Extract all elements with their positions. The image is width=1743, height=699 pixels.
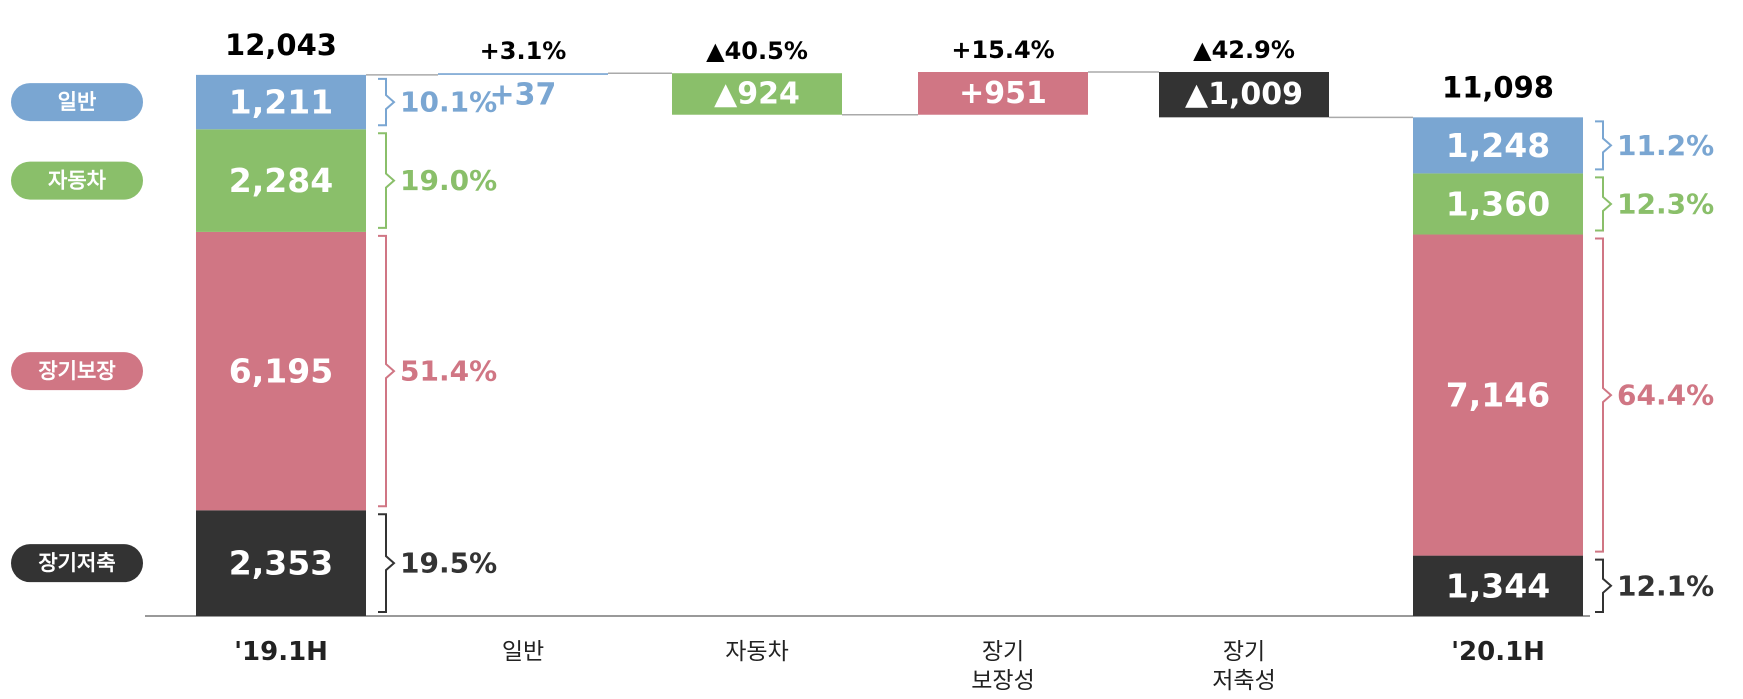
- change-pct-label: ▲42.9%: [1193, 36, 1295, 64]
- change-pct-label: +3.1%: [480, 37, 567, 65]
- bracket: [1595, 237, 1613, 553]
- change-label: ▲1,009: [1185, 77, 1303, 112]
- bracket: [1595, 120, 1613, 171]
- legend-pill: [11, 161, 143, 200]
- bracket: [378, 77, 396, 127]
- share-label: 19.0%: [400, 164, 497, 197]
- stack-segment: [1413, 555, 1583, 616]
- legend-pill: [11, 352, 143, 391]
- total-label: 11,098: [1442, 70, 1554, 104]
- x-tick-label: 장기 보장성: [971, 639, 1035, 694]
- share-label: 12.3%: [1617, 187, 1714, 220]
- stack-segment: [196, 510, 366, 616]
- segment-label: 2,353: [229, 544, 333, 583]
- stack-segment: [1413, 173, 1583, 235]
- legend-pill: [11, 83, 143, 122]
- share-label: 11.2%: [1617, 129, 1714, 162]
- total-label: 12,043: [225, 28, 337, 62]
- x-tick-label: '19.1H: [234, 637, 328, 667]
- share-label: 19.5%: [400, 547, 497, 580]
- segment-label: 6,195: [229, 352, 333, 391]
- x-tick-label: 장기 저축성: [1212, 639, 1276, 694]
- legend-label: 장기보장: [38, 359, 115, 383]
- bracket: [378, 132, 396, 229]
- change-bar: [672, 73, 842, 115]
- change-label: +951: [959, 76, 1047, 111]
- change-bar: [1159, 72, 1329, 118]
- change-label: +37: [490, 77, 557, 112]
- share-label: 51.4%: [400, 355, 497, 388]
- segment-label: 1,344: [1446, 566, 1550, 605]
- change-bar: [918, 72, 1088, 115]
- segment-label: 7,146: [1446, 376, 1550, 415]
- bracket: [378, 234, 396, 508]
- share-label: 10.1%: [400, 86, 497, 119]
- change-bar: [438, 73, 608, 75]
- bracket: [1595, 558, 1613, 613]
- stack-segment: [196, 129, 366, 232]
- segment-label: 2,284: [229, 161, 333, 200]
- legend-label: 자동차: [48, 169, 107, 193]
- stack-segment: [1413, 234, 1583, 556]
- stack-segment: [1413, 117, 1583, 174]
- segment-label: 1,211: [229, 83, 333, 122]
- stack-segment: [196, 74, 366, 130]
- share-label: 12.1%: [1617, 569, 1714, 602]
- legend-label: 일반: [58, 90, 97, 114]
- change-label: ▲924: [714, 76, 800, 111]
- x-tick-label: 일반: [501, 639, 545, 665]
- x-tick-label: 자동차: [725, 639, 789, 665]
- segment-label: 1,360: [1446, 184, 1550, 223]
- legend-label: 장기저축: [38, 551, 115, 575]
- stack-segment: [196, 231, 366, 511]
- bracket: [378, 513, 396, 613]
- legend-pill: [11, 544, 143, 583]
- change-pct-label: ▲40.5%: [706, 37, 808, 65]
- change-pct-label: +15.4%: [951, 36, 1054, 64]
- share-label: 64.4%: [1617, 379, 1714, 412]
- x-tick-label: '20.1H: [1451, 637, 1545, 667]
- bracket: [1595, 176, 1613, 232]
- segment-label: 1,248: [1446, 126, 1550, 165]
